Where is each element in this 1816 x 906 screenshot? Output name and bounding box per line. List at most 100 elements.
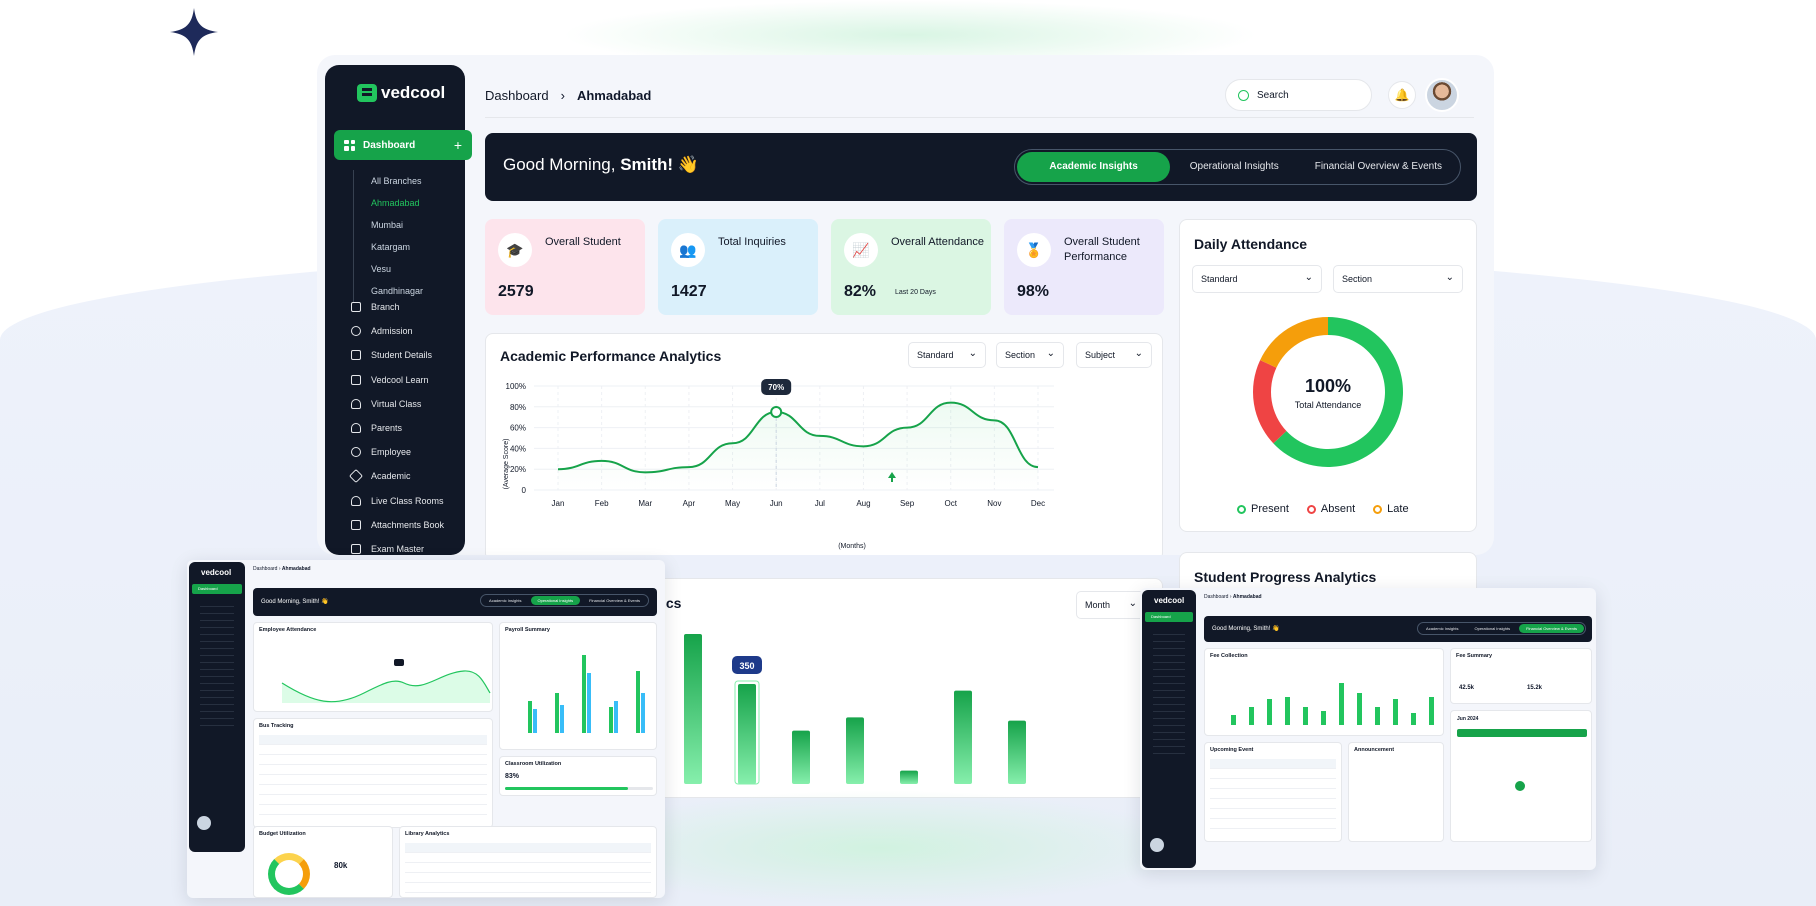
mini-tab-operational[interactable]: Operational Insights	[1474, 626, 1511, 631]
mini-tab-financial[interactable]: Financial Overview & Events	[1519, 624, 1584, 633]
subnav-item-gandhinagar[interactable]: Gandhinagar	[371, 286, 424, 296]
attendance-section-dropdown[interactable]: Section	[1333, 265, 1463, 293]
mini-calendar-selected-day[interactable]	[1515, 781, 1525, 791]
mini-card-title: Fee Summary	[1456, 653, 1493, 659]
mini-fee-pending-value: 15.2k	[1527, 685, 1543, 691]
mini-calendar-month[interactable]: Jun 2024	[1457, 716, 1479, 722]
donut-slice-absent	[1253, 360, 1287, 444]
subnav-item-all-branches[interactable]: All Branches	[371, 176, 422, 186]
attendance-standard-dropdown[interactable]: Standard	[1192, 265, 1322, 293]
presentation-icon: 📈	[844, 233, 878, 267]
stat-card-overall-attendance[interactable]: 📈 Overall Attendance 82% Last 20 Days	[831, 219, 991, 315]
attendance-legend: Present Absent Late	[1237, 503, 1409, 515]
subnav-item-katargam[interactable]: Katargam	[371, 242, 411, 252]
greeting-prefix: Good Morning,	[503, 155, 621, 174]
cursor-arrow-icon	[888, 472, 896, 482]
search-input[interactable]: Search	[1225, 79, 1372, 111]
stat-value: 1427	[671, 283, 707, 300]
mini-breadcrumb-root[interactable]: Dashboard	[1204, 594, 1229, 600]
sidebar-item-dashboard[interactable]: Dashboard +	[334, 130, 472, 160]
mini-brand-right: vedcool	[1154, 596, 1185, 605]
sidebar-item-employee[interactable]: Employee	[351, 440, 444, 464]
mini-avatar-right[interactable]	[1150, 838, 1164, 852]
sidebar-item-virtual-class[interactable]: Virtual Class	[351, 392, 444, 416]
sidebar-item-label: Attachments Book	[371, 519, 445, 530]
mini-greeting-text: Good Morning, Smith! 👋	[261, 599, 329, 605]
sidebar-item-admission[interactable]: Admission	[351, 319, 444, 343]
stat-label: Overall Student	[545, 236, 621, 248]
greeting-text: Good Morning, Smith! 👋	[503, 155, 699, 175]
sidebar-item-parents[interactable]: Parents	[351, 416, 444, 440]
tab-operational-insights[interactable]: Operational Insights	[1189, 161, 1279, 172]
stat-value: 2579	[498, 283, 534, 300]
sidebar-item-branch[interactable]: Branch	[351, 295, 444, 319]
mini-budget-donut	[268, 853, 310, 895]
late-dot	[1373, 504, 1383, 514]
mini-employee-attendance-card: Employee Attendance	[253, 622, 493, 712]
y-axis-label: (Average Score)	[503, 439, 510, 490]
sidebar: vedcool Dashboard + All Branches Ahmadab…	[325, 65, 472, 555]
subnav-item-mumbai[interactable]: Mumbai	[371, 220, 404, 230]
users-icon: 👥	[671, 233, 705, 267]
mini-tab-academic[interactable]: Academic Insights	[1426, 626, 1459, 631]
mini-card-title: Payroll Summary	[505, 627, 550, 633]
bell-icon[interactable]: 🔔	[1388, 81, 1416, 109]
sidebar-item-student-details[interactable]: Student Details	[351, 343, 444, 367]
exam-book-icon	[351, 543, 361, 554]
breadcrumb-root[interactable]: Dashboard	[485, 87, 549, 103]
mini-tab-financial[interactable]: Financial Overview & Events	[589, 598, 640, 603]
highlight-label: 70%	[768, 383, 784, 392]
y-tick-label: 100%	[506, 382, 526, 391]
standard-dropdown[interactable]: Standard	[908, 342, 986, 368]
sidebar-item-label: Vedcool Learn	[371, 374, 429, 385]
sidebar-item-exam-master[interactable]: Exam Master	[351, 537, 444, 555]
sidebar-item-label: Virtual Class	[371, 398, 422, 409]
sidebar-item-vedcool-learn[interactable]: Vedcool Learn	[351, 368, 444, 392]
tab-financial-overview[interactable]: Financial Overview & Events	[1314, 161, 1442, 172]
mini-nav-lines-right	[1148, 628, 1190, 760]
y-tick-label: 0	[522, 486, 527, 495]
mini-dashboard-button[interactable]: Dashboard	[192, 584, 242, 594]
mini-tab-operational[interactable]: Operational Insights	[530, 596, 581, 605]
x-tick-label: Aug	[856, 499, 870, 508]
subnav-item-ahmadabad[interactable]: Ahmadabad	[371, 198, 420, 208]
bottom-glow	[560, 790, 1200, 906]
stat-label: Total Inquiries	[718, 236, 786, 248]
stat-label: Overall Student Performance	[1064, 236, 1140, 263]
mini-breadcrumb-root[interactable]: Dashboard	[253, 566, 278, 572]
month-dropdown[interactable]: Month	[1076, 591, 1146, 619]
mini-tab-academic[interactable]: Academic Insights	[489, 598, 522, 603]
mini-classroom-utilization-card: Classroom Utilization 83%	[499, 756, 657, 796]
section-dropdown[interactable]: Section	[996, 342, 1064, 368]
plus-icon[interactable]: +	[453, 137, 462, 153]
x-axis-label: (Months)	[838, 543, 866, 550]
mini-card-title: Library Analytics	[405, 831, 450, 837]
mini-fee-collected-value: 42.5k	[1459, 685, 1475, 691]
topbar: Dashboard › Ahmadabad Search 🔔	[485, 75, 1474, 115]
sidebar-item-live-class-rooms[interactable]: Live Class Rooms	[351, 489, 444, 513]
mini-avatar[interactable]	[197, 816, 211, 830]
sidebar-item-label: Branch	[371, 302, 400, 313]
mini-breadcrumb: Dashboard › Ahmadabad	[253, 566, 311, 572]
tab-academic-insights[interactable]: Academic Insights	[1017, 152, 1170, 182]
bar	[846, 717, 864, 784]
sidebar-item-label: Student Details	[371, 350, 433, 361]
brand-logo[interactable]: vedcool	[357, 83, 445, 103]
stat-card-total-inquiries[interactable]: 👥 Total Inquiries 1427	[658, 219, 818, 315]
subject-dropdown[interactable]: Subject	[1076, 342, 1152, 368]
stat-card-student-performance[interactable]: 🏅 Overall Student Performance 98%	[1004, 219, 1164, 315]
academic-line-chart: 0 20% 40% 60% 80% 100% Jan Feb Mar Apr May Jun Jul A…	[503, 379, 1054, 550]
subnav-item-vesu[interactable]: Vesu	[371, 264, 392, 274]
bar	[1008, 720, 1026, 784]
sidebar-item-academic[interactable]: Academic	[348, 464, 444, 488]
stat-card-overall-student[interactable]: 🎓 Overall Student 2579	[485, 219, 645, 315]
sidebar-item-attachments-book[interactable]: Attachments Book	[351, 513, 444, 537]
x-tick-label: Jan	[552, 499, 565, 508]
avatar[interactable]	[1425, 78, 1459, 112]
sparkle-star-icon	[170, 8, 218, 56]
mini-dashboard-button-right[interactable]: Dashboard	[1145, 612, 1193, 622]
bar-tooltip	[732, 656, 762, 674]
stat-label: Overall Attendance	[891, 236, 984, 248]
wave-emoji: 👋	[677, 155, 699, 174]
mini-payroll-summary-card: Payroll Summary	[499, 622, 657, 750]
